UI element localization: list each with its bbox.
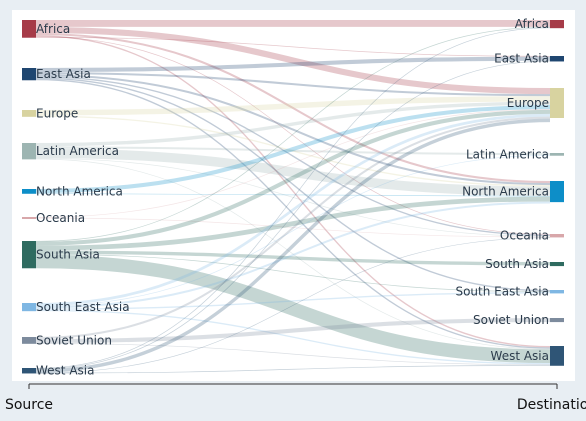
- source-label-oceania: Oceania: [36, 211, 85, 225]
- flow-south-east-asia-to-west-asia: [35, 309, 551, 365]
- source-node-soviet-union: [22, 337, 36, 344]
- source-label-latin-america: Latin America: [36, 144, 119, 158]
- flow-east-asia-to-east-asia: [35, 56, 551, 73]
- source-label-south-asia: South Asia: [36, 248, 100, 262]
- destination-node-east-asia: [550, 56, 564, 62]
- flow-latin-america-to-north-america: [35, 148, 551, 196]
- flow-africa-to-east-asia: [35, 37, 551, 57]
- destination-node-west-asia: [550, 346, 564, 366]
- flow-south-asia-to-africa: [35, 26, 551, 242]
- flow-west-asia-to-east-asia: [35, 60, 551, 370]
- flow-west-asia-to-oceania: [35, 237, 551, 374]
- destination-label-africa: Africa: [515, 17, 549, 31]
- flow-soviet-union-to-soviet-union: [35, 317, 551, 344]
- flow-latin-america-to-latin-america: [35, 146, 551, 156]
- flow-oceania-to-europe: [35, 109, 551, 218]
- destination-label-soviet-union: Soviet Union: [473, 313, 549, 327]
- flow-links: [35, 20, 551, 374]
- x-axis: Source Destination: [5, 383, 586, 413]
- flow-africa-to-europe: [35, 26, 551, 95]
- destination-label-west-asia: West Asia: [491, 349, 549, 363]
- flow-africa-to-north-america: [35, 32, 551, 184]
- x-tick-label-destination: Destination: [517, 397, 586, 413]
- source-node-oceania: [22, 217, 36, 219]
- flow-europe-to-europe: [35, 96, 551, 116]
- flow-south-asia-to-south-asia: [35, 250, 551, 266]
- flow-soviet-union-to-west-asia: [35, 343, 551, 366]
- destination-label-north-america: North America: [462, 185, 549, 199]
- flow-latin-america-to-west-asia: [35, 158, 551, 350]
- source-label-soviet-union: Soviet Union: [36, 333, 112, 347]
- flow-west-asia-to-europe: [35, 118, 551, 373]
- flow-latin-america-to-oceania: [35, 158, 551, 237]
- destination-label-south-asia: South Asia: [485, 257, 549, 271]
- flow-south-asia-to-west-asia: [35, 254, 551, 364]
- source-label-south-east-asia: South East Asia: [36, 300, 130, 314]
- flow-soviet-union-to-europe: [35, 116, 551, 340]
- flow-north-america-to-europe: [35, 105, 551, 194]
- flow-west-asia-to-africa: [35, 27, 551, 369]
- source-node-africa: [22, 20, 36, 38]
- source-node-west-asia: [22, 368, 36, 374]
- source-node-south-asia: [22, 241, 36, 269]
- destination-node-europe: [550, 88, 564, 118]
- flow-south-asia-to-north-america: [35, 196, 551, 251]
- source-node-east-asia: [22, 68, 36, 81]
- flow-east-asia-to-europe: [35, 72, 551, 97]
- flow-south-east-asia-to-south-east-asia: [35, 292, 551, 310]
- source-label-east-asia: East Asia: [36, 67, 91, 81]
- source-node-south-east-asia: [22, 303, 36, 312]
- flow-south-asia-to-europe: [35, 109, 551, 246]
- flow-europe-to-north-america: [35, 115, 551, 187]
- flow-south-east-asia-to-north-america: [35, 201, 551, 309]
- destination-node-north-america: [550, 181, 564, 203]
- flow-latin-america-to-europe: [35, 101, 551, 147]
- nodes: [22, 20, 564, 374]
- source-label-north-america: North America: [36, 184, 123, 198]
- destination-label-latin-america: Latin America: [466, 147, 549, 161]
- destination-node-latin-america: [550, 153, 564, 156]
- destination-label-south-east-asia: South East Asia: [455, 285, 549, 299]
- flow-oceania-to-oceania: [35, 217, 551, 238]
- destination-node-oceania: [550, 234, 564, 238]
- destination-node-south-asia: [550, 262, 564, 267]
- destination-node-africa: [550, 20, 564, 29]
- flow-east-asia-to-south-east-asia: [35, 77, 551, 292]
- destination-label-oceania: Oceania: [500, 229, 549, 243]
- flow-south-east-asia-to-latin-america: [35, 155, 551, 307]
- source-node-north-america: [22, 189, 36, 194]
- flow-west-asia-to-west-asia: [35, 365, 551, 374]
- destination-label-east-asia: East Asia: [494, 52, 549, 66]
- flow-africa-to-oceania: [35, 36, 551, 235]
- source-label-europe: Europe: [36, 106, 78, 120]
- destination-node-south-east-asia: [550, 290, 564, 294]
- flow-east-asia-to-north-america: [35, 74, 551, 186]
- source-label-africa: Africa: [36, 22, 70, 36]
- plot-area: [12, 10, 575, 381]
- source-node-europe: [22, 110, 36, 117]
- flow-east-asia-to-oceania: [35, 76, 551, 237]
- node-labels: Africa East Asia Europe Latin America North …: [36, 17, 549, 378]
- source-label-west-asia: West Asia: [36, 364, 94, 378]
- destination-label-europe: Europe: [507, 96, 549, 110]
- x-tick-label-source: Source: [5, 397, 53, 413]
- flow-africa-to-west-asia: [35, 34, 551, 348]
- flow-south-east-asia-to-europe: [35, 113, 551, 306]
- flow-east-asia-to-west-asia: [35, 78, 551, 349]
- source-node-latin-america: [22, 143, 36, 160]
- destination-node-soviet-union: [550, 318, 564, 323]
- flow-south-asia-to-south-east-asia: [35, 253, 551, 293]
